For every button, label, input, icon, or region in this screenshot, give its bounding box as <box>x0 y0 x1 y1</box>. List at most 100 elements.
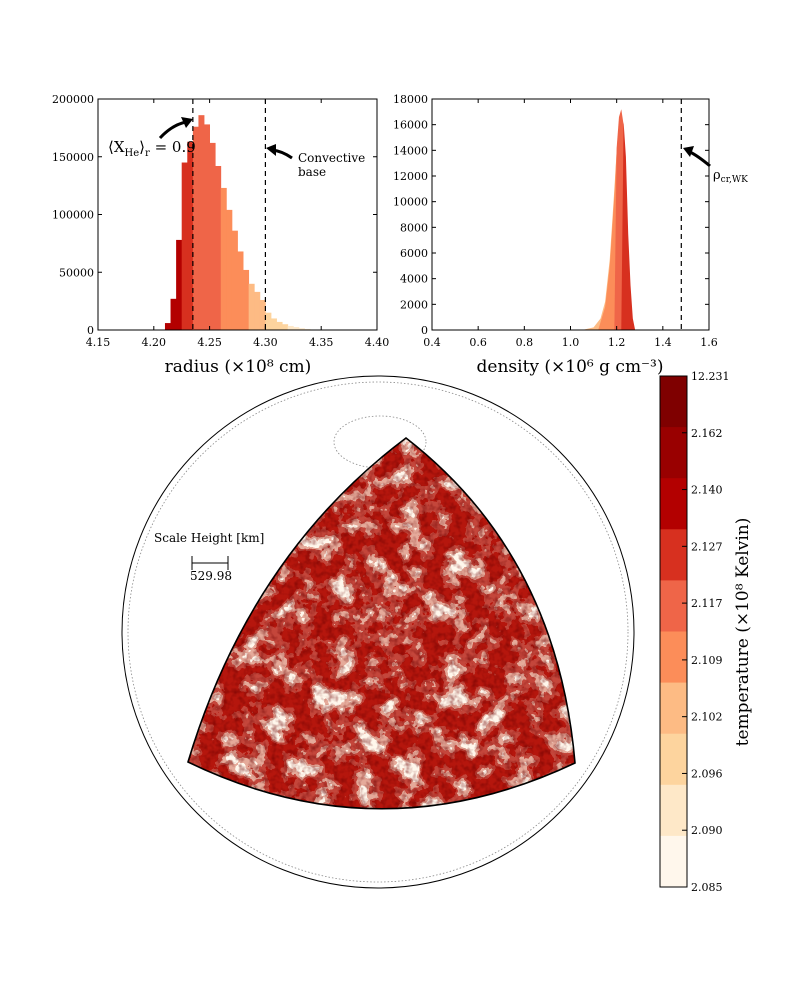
temperature-colorbar: 12.231 2.162 2.140 2.127 2.117 2.109 2.102 2.09… <box>659 370 753 894</box>
colorbar-cells <box>660 376 687 888</box>
radius-xtick-label-3: 4.30 <box>253 336 278 349</box>
radius-xtick-label-0: 4.15 <box>86 336 111 349</box>
density-ytick-label-8: 16000 <box>393 119 428 132</box>
density-xtick-label-4: 1.2 <box>608 336 626 349</box>
radius-xtick-label-2: 4.25 <box>197 336 222 349</box>
density-area-mid <box>598 124 619 331</box>
colorbar-cell-7 <box>660 733 687 786</box>
radius-bar-9 <box>215 165 222 330</box>
rho-annotation: ρcr,WK <box>683 146 748 185</box>
radius-ytick-label-4: 200000 <box>52 93 94 106</box>
density-xlabel: density (×10⁶ g cm⁻³) <box>477 357 664 377</box>
density-ytick-label-6: 12000 <box>393 170 428 183</box>
colorbar-cell-2 <box>660 478 687 530</box>
radius-bar-17 <box>259 299 266 330</box>
radius-bar-13 <box>237 251 244 330</box>
density-ytick-label-1: 2000 <box>400 298 428 311</box>
svg-text:⟨XHe⟩r = 0.9: ⟨XHe⟩r = 0.9 <box>108 138 196 159</box>
radius-bar-2 <box>176 239 183 330</box>
radius-xtick-label-1: 4.20 <box>142 336 167 349</box>
density-ytick-label-4: 8000 <box>400 221 428 234</box>
radius-bar-0 <box>164 323 171 330</box>
convective-base-annotation: Convective base <box>266 144 365 179</box>
radius-ytick-label-0: 0 <box>87 324 94 337</box>
density-xtick-label-6: 1.6 <box>700 336 718 349</box>
svg-text:Convective: Convective <box>298 151 365 165</box>
radius-y-ticks: 0 50000 100000 150000 200000 <box>52 93 377 337</box>
scale-height-label: Scale Height [km] <box>154 531 264 545</box>
radius-bar-11 <box>226 209 233 330</box>
density-y-ticks: 0 2000 4000 6000 8000 10000 12000 14000 16000 180… <box>393 93 709 337</box>
radius-bar-18 <box>265 312 272 330</box>
colorbar-cell-1 <box>660 427 687 479</box>
radius-bar-21 <box>282 324 289 330</box>
colorbar-ticks: 12.231 2.162 2.140 2.127 2.117 2.109 2.102 2.09… <box>682 370 730 894</box>
density-ytick-label-2: 4000 <box>400 273 428 286</box>
radius-xtick-label-4: 4.35 <box>309 336 334 349</box>
radius-bar-6 <box>198 115 205 330</box>
radius-vlines <box>192 99 266 330</box>
radius-bar-4 <box>187 141 194 330</box>
colorbar-tick-label-1: 2.162 <box>691 427 723 440</box>
radius-bar-12 <box>231 230 238 330</box>
density-ytick-label-9: 18000 <box>393 93 428 106</box>
radius-bar-19 <box>270 318 277 330</box>
colorbar-cell-5 <box>660 631 687 684</box>
radius-xtick-label-5: 4.40 <box>365 336 390 349</box>
svg-text:ρcr,WK: ρcr,WK <box>713 168 748 185</box>
density-xtick-label-3: 1.0 <box>562 336 580 349</box>
radius-bar-8 <box>209 142 216 330</box>
density-ytick-label-3: 6000 <box>400 247 428 260</box>
radius-x-ticks: 4.15 4.20 4.25 4.30 4.35 4.40 <box>86 99 390 349</box>
density-areas <box>582 109 636 331</box>
colorbar-cell-3 <box>660 529 687 581</box>
colorbar-tick-label-0: 12.231 <box>691 370 730 383</box>
colorbar-frame <box>659 375 688 888</box>
radius-ytick-label-2: 100000 <box>52 209 94 222</box>
colorbar-tick-label-6: 2.102 <box>691 711 723 724</box>
colorbar-tick-label-2: 2.140 <box>691 484 723 497</box>
temperature-field <box>188 438 575 809</box>
density-area-darkest <box>621 122 636 330</box>
radius-bar-24 <box>298 328 305 330</box>
xhe-arrow <box>158 120 187 140</box>
density-ytick-label-0: 0 <box>421 324 428 337</box>
colorbar-cell-9 <box>660 835 687 888</box>
colorbar-tick-label-7: 2.096 <box>691 767 723 780</box>
svg-text:base: base <box>298 165 326 179</box>
inner-dotted-circle <box>127 381 629 883</box>
density-xtick-label-0: 0.4 <box>423 336 441 349</box>
scale-height-indicator: Scale Height [km] 529.98 <box>154 531 264 583</box>
temperature-sphere: Scale Height [km] 529.98 <box>121 375 635 889</box>
density-x-ticks: 0.4 0.6 0.8 1.0 1.2 1.4 1.6 <box>423 99 718 349</box>
density-ytick-label-7: 14000 <box>393 144 428 157</box>
radius-bar-3 <box>181 162 188 330</box>
colorbar-cell-4 <box>660 580 687 632</box>
colorbar-cell-6 <box>660 682 687 735</box>
radius-bar-5 <box>192 126 199 330</box>
density-xtick-label-5: 1.4 <box>654 336 672 349</box>
radius-bar-1 <box>170 298 177 330</box>
colorbar-label: temperature (×10⁸ Kelvin) <box>733 518 753 747</box>
radius-ytick-label-1: 50000 <box>59 266 94 279</box>
outer-circle <box>121 375 635 889</box>
xhe-annotation: ⟨XHe⟩r = 0.9 <box>108 117 196 159</box>
radius-bar-16 <box>254 291 261 330</box>
scale-height-value: 529.98 <box>190 569 232 583</box>
radius-histogram-panel: 4.15 4.20 4.25 4.30 4.35 4.40 0 50000 100000 150… <box>52 93 389 377</box>
radius-ytick-label-3: 150000 <box>52 151 94 164</box>
radius-bar-15 <box>248 283 255 330</box>
radius-bar-14 <box>243 269 250 330</box>
density-xtick-label-2: 0.8 <box>516 336 534 349</box>
colorbar-tick-label-4: 2.117 <box>691 597 723 610</box>
radius-bar-7 <box>204 124 210 330</box>
density-xtick-label-1: 0.6 <box>469 336 487 349</box>
colorbar-cell-0 <box>660 376 687 428</box>
colorbar-tick-label-8: 2.090 <box>691 824 723 837</box>
colorbar-tick-label-9: 2.085 <box>691 881 723 894</box>
density-axes-frame <box>431 98 710 331</box>
wedge-outline <box>187 436 576 810</box>
radius-bars <box>164 115 317 330</box>
radius-bar-22 <box>287 325 294 330</box>
